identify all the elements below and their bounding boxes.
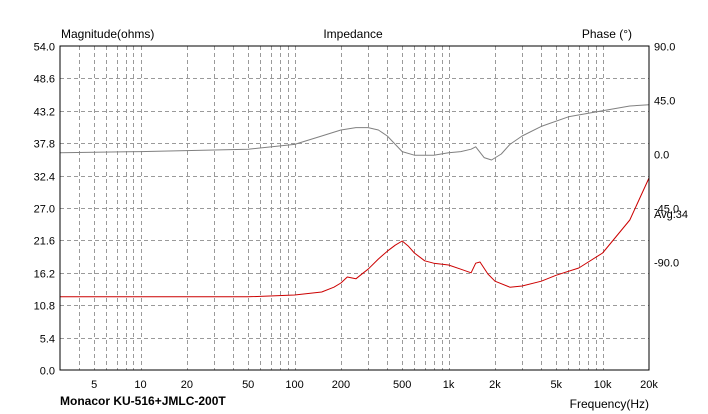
x-tick-label: 500 bbox=[393, 379, 411, 391]
y-left-tick-label: 5.4 bbox=[40, 334, 55, 346]
x-tick-label: 20k bbox=[640, 379, 658, 391]
y-right-tick-label: 45.0 bbox=[654, 96, 675, 108]
x-tick-label: 1k bbox=[443, 379, 455, 391]
magnitude-series-line bbox=[60, 177, 650, 298]
series-layer bbox=[59, 104, 650, 298]
chart-caption: Monacor KU-516+JMLC-200T bbox=[60, 394, 226, 408]
x-tick-label: 5k bbox=[550, 379, 562, 391]
chart-title: Impedance bbox=[323, 27, 383, 41]
y-right-tick-label: -45.0 bbox=[654, 204, 679, 216]
y-left-tick-label: 37.8 bbox=[34, 139, 55, 151]
y-right-tick-label: 90.0 bbox=[654, 42, 675, 54]
x-tick-label: 10k bbox=[594, 379, 612, 391]
x-tick-label: 50 bbox=[242, 379, 254, 391]
y-left-tick-label: 32.4 bbox=[34, 172, 55, 184]
y-left-tick-label: 27.0 bbox=[34, 204, 55, 216]
y-left-tick-label: 16.2 bbox=[34, 269, 55, 281]
x-tick-label: 20 bbox=[181, 379, 193, 391]
tick-label-layer: 0.05.410.816.221.627.032.437.843.248.654… bbox=[34, 42, 680, 392]
y-right-tick-label: -90.0 bbox=[654, 258, 679, 270]
y-left-tick-label: 21.6 bbox=[34, 236, 55, 248]
y-left-tick-label: 54.0 bbox=[34, 42, 55, 54]
y-left-axis-label: Magnitude(ohms) bbox=[61, 27, 154, 41]
y-left-tick-label: 10.8 bbox=[34, 301, 55, 313]
x-tick-label: 2k bbox=[489, 379, 501, 391]
y-right-axis-label: Phase (°) bbox=[582, 27, 632, 41]
average-annotation: Avg:34 bbox=[654, 209, 688, 221]
x-tick-label: 5 bbox=[91, 379, 97, 391]
y-left-tick-label: 0.0 bbox=[40, 366, 55, 378]
y-left-tick-label: 48.6 bbox=[34, 74, 55, 86]
grid-layer bbox=[60, 46, 649, 370]
x-tick-label: 200 bbox=[332, 379, 350, 391]
x-tick-label: 100 bbox=[285, 379, 303, 391]
x-tick-label: 10 bbox=[134, 379, 146, 391]
x-axis-label: Frequency(Hz) bbox=[570, 397, 649, 411]
phase-series-line bbox=[59, 104, 650, 161]
y-right-tick-label: 0.0 bbox=[654, 150, 669, 162]
plot-frame bbox=[59, 45, 650, 371]
y-left-tick-label: 43.2 bbox=[34, 107, 55, 119]
